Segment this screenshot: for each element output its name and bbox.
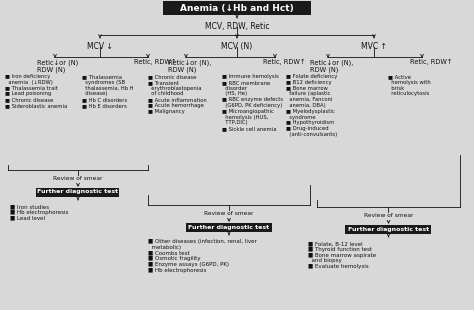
Text: Retic, RDW↑: Retic, RDW↑ (134, 59, 176, 65)
Text: ■ Iron studies
■ Hb electrophoresis
■ Lead level: ■ Iron studies ■ Hb electrophoresis ■ Le… (10, 204, 68, 221)
Text: ■ Chronic disease
■ Transient
  erythroblastopenia
  of childhood
■ Acute inflam: ■ Chronic disease ■ Transient erythrobla… (148, 74, 207, 114)
Text: MVC ↑: MVC ↑ (361, 42, 387, 51)
Text: ■ Iron deficiency
  anemia  (↓RDW)
■ Thalassemia trait
■ Lead poisoning
■ Chroni: ■ Iron deficiency anemia (↓RDW) ■ Thalas… (5, 74, 67, 108)
Bar (346, 224, 431, 233)
Text: MCV ↓: MCV ↓ (87, 42, 113, 51)
Text: ■ Active
  hemolysis with
  brisk
  reticulocytosis: ■ Active hemolysis with brisk reticulocy… (388, 74, 431, 96)
Text: ■ Folate, B-12 level
■ Thyroid function test
■ Bone marrow aspirate
  and biopsy: ■ Folate, B-12 level ■ Thyroid function … (308, 241, 376, 269)
Text: MCV, RDW, Retic: MCV, RDW, Retic (205, 22, 269, 31)
Text: Further diagnostic test: Further diagnostic test (348, 227, 429, 232)
Text: MCV (N): MCV (N) (221, 42, 253, 51)
Text: Further diagnostic test: Further diagnostic test (189, 224, 270, 229)
Bar (163, 1, 311, 15)
Text: ■ Immune hemolysis
■ RBC membrane
  disorder
  (HS, He)
■ RBC enzyme defects
  (: ■ Immune hemolysis ■ RBC membrane disord… (222, 74, 283, 131)
Text: Retic, RDW↑: Retic, RDW↑ (263, 59, 305, 65)
Text: Review of smear: Review of smear (364, 213, 413, 218)
Text: Further diagnostic test: Further diagnostic test (37, 189, 118, 194)
Text: ■ Other diseases (infection, renal, liver
  metabolic)
■ Coombs test
■ Osmotic f: ■ Other diseases (infection, renal, live… (148, 239, 257, 273)
Text: Retic↓or (N),
RDW (N): Retic↓or (N), RDW (N) (310, 59, 353, 73)
Text: Retic, RDW↑: Retic, RDW↑ (410, 59, 452, 65)
Text: ■ Folate deficiency
■ B12 deficiency
■ Bone marrow
  failure (aplastic
  anemia,: ■ Folate deficiency ■ B12 deficiency ■ B… (286, 74, 337, 137)
Text: ■ Thalassemia
  syndromes (SB
  thalassemia, Hb H
  disease)
■ Hb C disorders
■ : ■ Thalassemia syndromes (SB thalassemia,… (82, 74, 134, 108)
Text: Retic↓or (N)
RDW (N): Retic↓or (N) RDW (N) (37, 59, 78, 73)
Bar (36, 188, 119, 197)
Text: Review of smear: Review of smear (204, 211, 254, 216)
Text: Retic↓or (N),
RDW (N): Retic↓or (N), RDW (N) (168, 59, 211, 73)
Text: Anemia (↓Hb and Hct): Anemia (↓Hb and Hct) (180, 3, 294, 12)
Text: Review of smear: Review of smear (53, 176, 103, 181)
Bar (186, 223, 272, 232)
